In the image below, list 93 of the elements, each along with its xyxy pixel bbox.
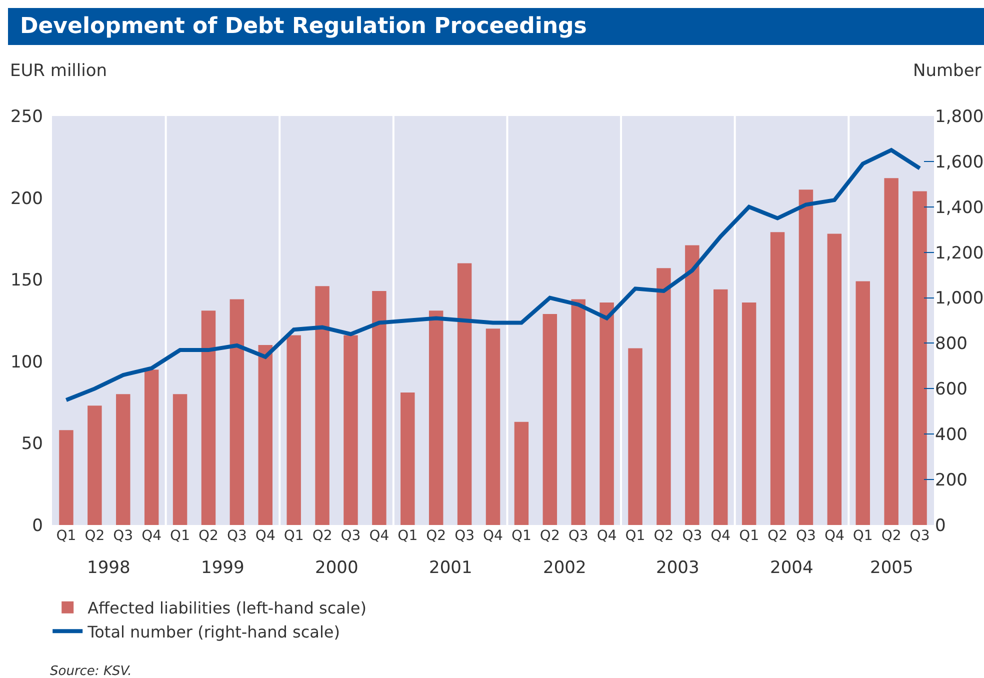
x-tick-label: Q1 bbox=[511, 528, 532, 544]
bar bbox=[372, 291, 386, 525]
bar bbox=[201, 310, 216, 525]
x-tick-label: Q3 bbox=[113, 528, 134, 544]
bar bbox=[600, 302, 614, 525]
bar bbox=[230, 299, 244, 525]
bar bbox=[344, 335, 358, 525]
source-note: Source: KSV. bbox=[50, 664, 132, 678]
y-axis-title: EUR million bbox=[10, 61, 108, 81]
y2-tick-label: 1,400 bbox=[935, 198, 984, 218]
bar bbox=[827, 234, 842, 525]
x-tick-label: Q2 bbox=[426, 528, 446, 544]
x-tick-label: Q3 bbox=[796, 528, 816, 544]
x-tick-label: Q4 bbox=[596, 528, 617, 544]
legend-label: Total number (right-hand scale) bbox=[86, 622, 340, 642]
y-tick-label: 50 bbox=[21, 434, 43, 454]
x-tick-label: Q2 bbox=[198, 528, 218, 544]
x-tick-label: Q2 bbox=[312, 528, 332, 544]
bar bbox=[116, 394, 130, 525]
x-tick-label: Q2 bbox=[654, 528, 674, 544]
x-tick-label: Q3 bbox=[226, 528, 247, 544]
x-tick-label: Q3 bbox=[340, 528, 361, 544]
bar bbox=[656, 268, 671, 525]
y2-tick-label: 1,800 bbox=[935, 106, 984, 127]
text: 2000 bbox=[315, 558, 358, 578]
bar bbox=[315, 286, 330, 525]
bar bbox=[144, 370, 159, 525]
bar bbox=[798, 190, 814, 525]
bar bbox=[486, 328, 500, 525]
y-tick-label: 150 bbox=[10, 270, 43, 291]
bar bbox=[884, 178, 898, 525]
bar bbox=[514, 422, 529, 525]
x-tick-label: Q4 bbox=[369, 528, 390, 544]
bar bbox=[770, 232, 785, 525]
bar bbox=[856, 281, 870, 525]
x-tick-label: Q1 bbox=[398, 528, 418, 544]
chart-title: Development of Debt Regulation Proceedings bbox=[8, 8, 984, 45]
text: 2002 bbox=[543, 558, 586, 578]
x-tick-label: Q2 bbox=[84, 528, 105, 544]
x-tick-label: Q1 bbox=[625, 528, 646, 544]
x-tick-label: Q3 bbox=[454, 528, 475, 544]
y2-tick-label: 400 bbox=[935, 425, 968, 446]
bar bbox=[628, 348, 642, 525]
bar bbox=[88, 406, 102, 525]
bar bbox=[428, 310, 444, 525]
bar bbox=[286, 335, 301, 525]
bar bbox=[571, 299, 586, 525]
x-tick-label: Q4 bbox=[483, 528, 504, 544]
x-tick-label: Q4 bbox=[255, 528, 276, 544]
x-tick-label: Q1 bbox=[284, 528, 304, 544]
bar bbox=[742, 302, 756, 525]
y2-tick-label: 800 bbox=[935, 334, 968, 354]
bar bbox=[542, 314, 558, 525]
x-tick-label: Q1 bbox=[56, 528, 76, 544]
line-series bbox=[64, 148, 922, 402]
x-tick-label: Q4 bbox=[824, 528, 844, 544]
x-tick-label: Q2 bbox=[881, 528, 902, 544]
bar bbox=[912, 191, 927, 525]
y-tick-label: 200 bbox=[10, 188, 43, 209]
y2-tick-label: 1,000 bbox=[935, 288, 984, 309]
y2-tick-label: 600 bbox=[935, 380, 968, 400]
x-tick-label: Q1 bbox=[170, 528, 190, 544]
bar bbox=[59, 430, 74, 525]
text: 2003 bbox=[656, 558, 700, 578]
text: 1998 bbox=[87, 558, 130, 578]
x-tick-label: Q3 bbox=[910, 528, 930, 544]
x-tick-label: Q2 bbox=[540, 528, 560, 544]
y2-tick-label: 200 bbox=[935, 470, 968, 491]
x-tick-label: Q1 bbox=[852, 528, 873, 544]
x-tick-label: Q1 bbox=[739, 528, 760, 544]
bar bbox=[400, 392, 415, 525]
x-tick-label: Q3 bbox=[568, 528, 588, 544]
text: 1999 bbox=[201, 558, 244, 578]
y-tick-label: 100 bbox=[10, 352, 43, 372]
y-tick-label: 250 bbox=[10, 106, 43, 127]
bar bbox=[457, 263, 472, 525]
y2-tick-label: 1,200 bbox=[935, 243, 984, 264]
text: 2005 bbox=[870, 558, 914, 578]
x-tick-label: Q4 bbox=[710, 528, 731, 544]
x-tick-label: Q3 bbox=[682, 528, 702, 544]
y-tick-label: 0 bbox=[32, 516, 43, 536]
legend-label: Affected liabilities (left-hand scale) bbox=[88, 598, 366, 618]
text: 2001 bbox=[429, 558, 472, 578]
y2-tick-label: 1,600 bbox=[935, 152, 984, 172]
y2-tick-label: 0 bbox=[935, 516, 946, 536]
x-tick-label: Q4 bbox=[142, 528, 162, 544]
bar bbox=[714, 289, 728, 525]
text: 2004 bbox=[770, 558, 814, 578]
bar bbox=[685, 245, 700, 525]
bar bbox=[258, 345, 272, 525]
y2-axis-title: Number bbox=[913, 61, 982, 81]
x-tick-label: Q2 bbox=[768, 528, 788, 544]
bar bbox=[172, 394, 188, 525]
